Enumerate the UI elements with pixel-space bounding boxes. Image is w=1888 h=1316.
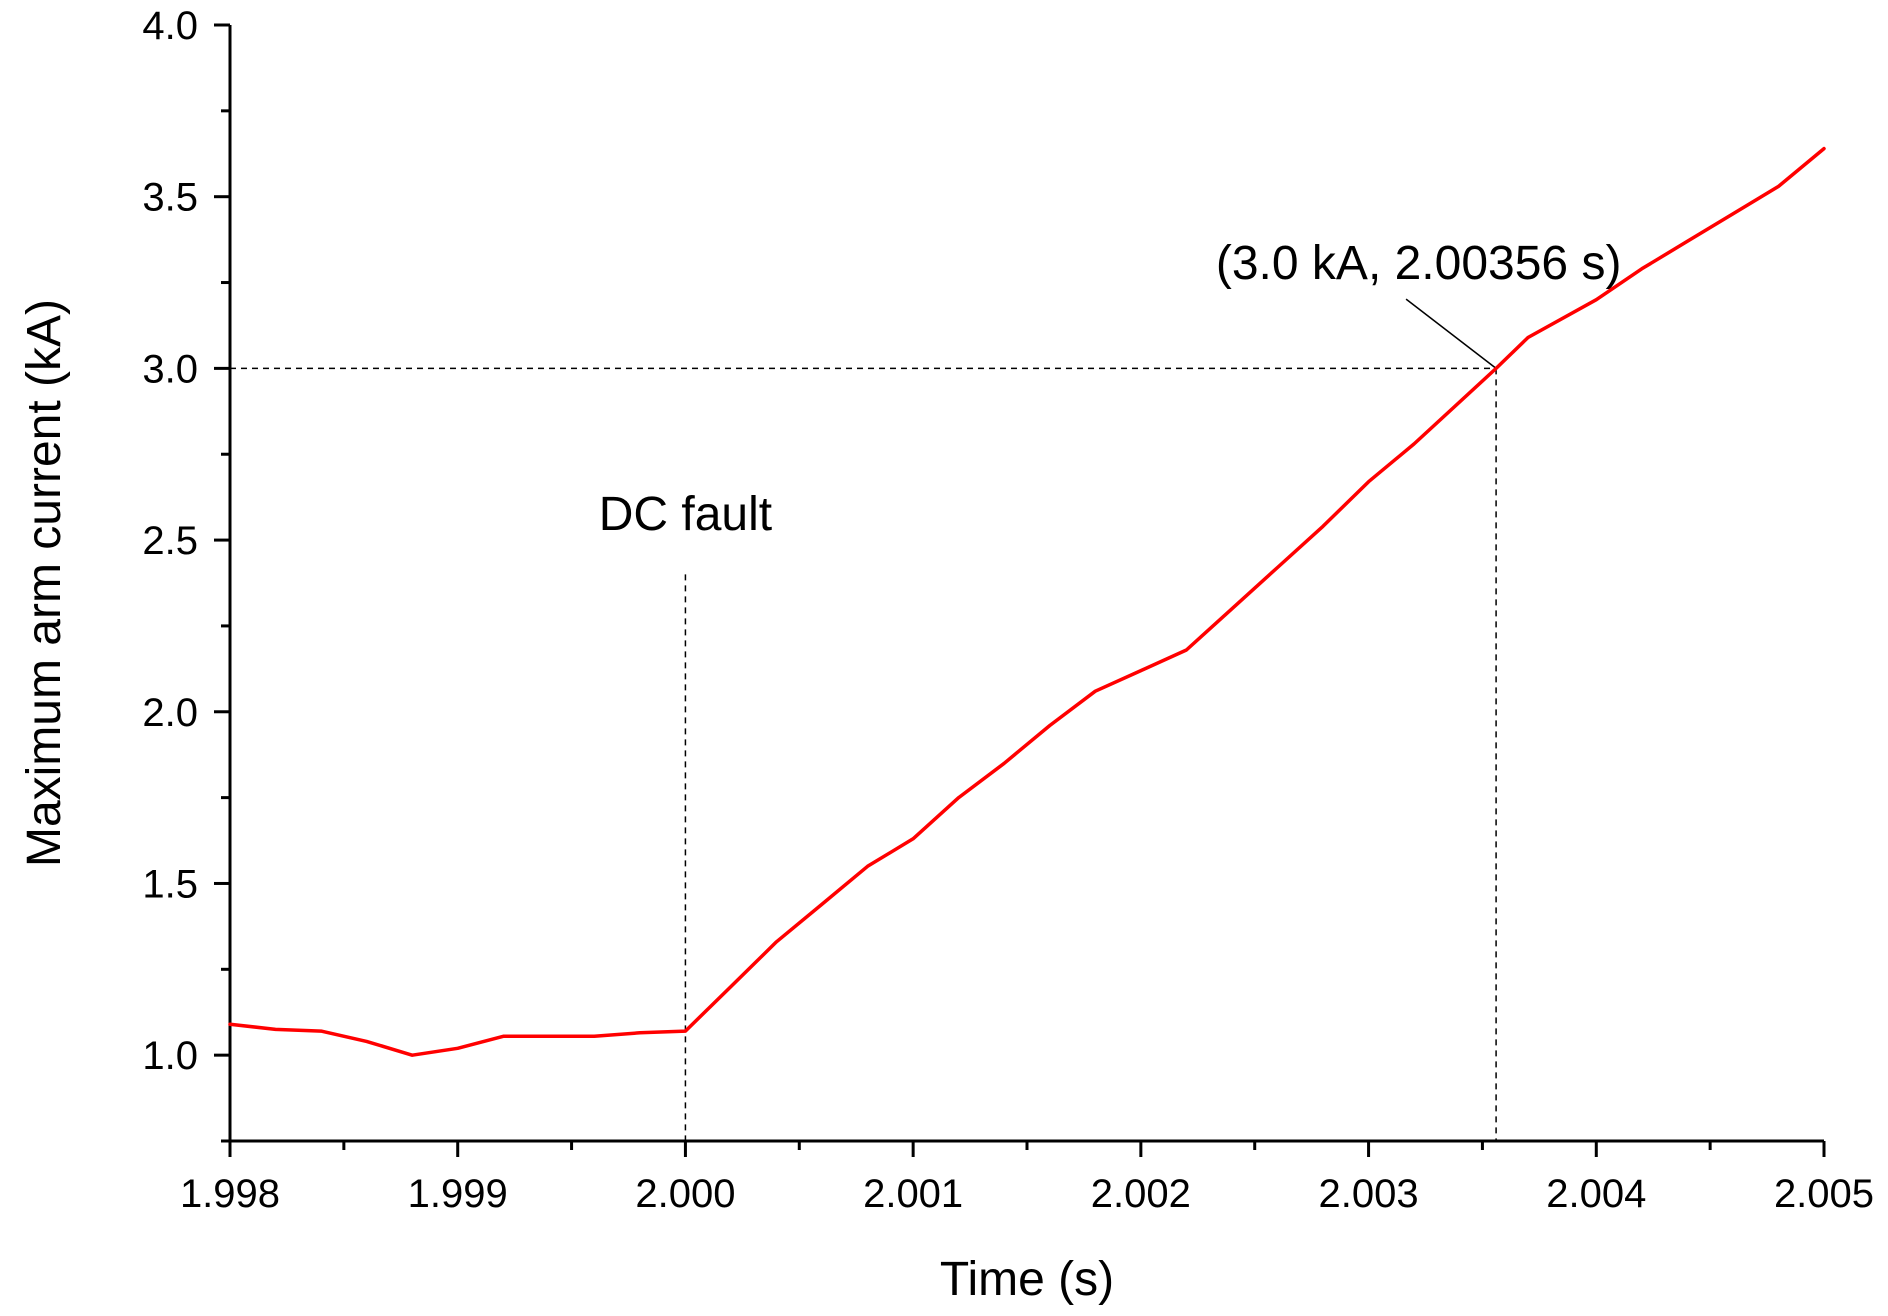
y-tick-label: 3.5 (142, 176, 198, 220)
plot-area: 1.998 1.999 2.000 2.001 2.002 2.003 2.004 2.005… (142, 4, 1874, 1216)
y-tick-label: 1.0 (142, 1034, 198, 1078)
x-tick-label: 2.001 (863, 1172, 963, 1216)
y-tick-label: 2.5 (142, 519, 198, 563)
x-tick-label: 2.005 (1774, 1172, 1874, 1216)
x-axis-title: Time (s) (940, 1253, 1114, 1306)
threshold-label: (3.0 kA, 2.00356 s) (1216, 237, 1622, 290)
dc-fault-label: DC fault (599, 488, 772, 541)
x-tick-label: 1.999 (408, 1172, 508, 1216)
series-layer (228, 146, 1826, 1057)
x-axis-ticks: 1.998 1.999 2.000 2.001 2.002 2.003 2.004 2.005 (180, 1141, 1874, 1216)
x-tick-label: 1.998 (180, 1172, 280, 1216)
x-tick-label: 2.000 (635, 1172, 735, 1216)
x-tick-label: 2.003 (1319, 1172, 1419, 1216)
series-line (228, 146, 1826, 1057)
y-axis-ticks: 1.0 1.5 2.0 2.5 3.0 3.5 4.0 (142, 4, 230, 1143)
x-tick-label: 2.002 (1091, 1172, 1191, 1216)
y-axis-title: Maximum arm current (kA) (18, 299, 71, 867)
y-tick-label: 3.0 (142, 347, 198, 391)
annotations: DC fault (3.0 kA, 2.00356 s) (230, 237, 1621, 1141)
y-tick-label: 1.5 (142, 862, 198, 906)
y-tick-label: 4.0 (142, 4, 198, 48)
x-tick-label: 2.004 (1546, 1172, 1646, 1216)
threshold-leader-line (1405, 298, 1497, 369)
y-tick-label: 2.0 (142, 691, 198, 735)
